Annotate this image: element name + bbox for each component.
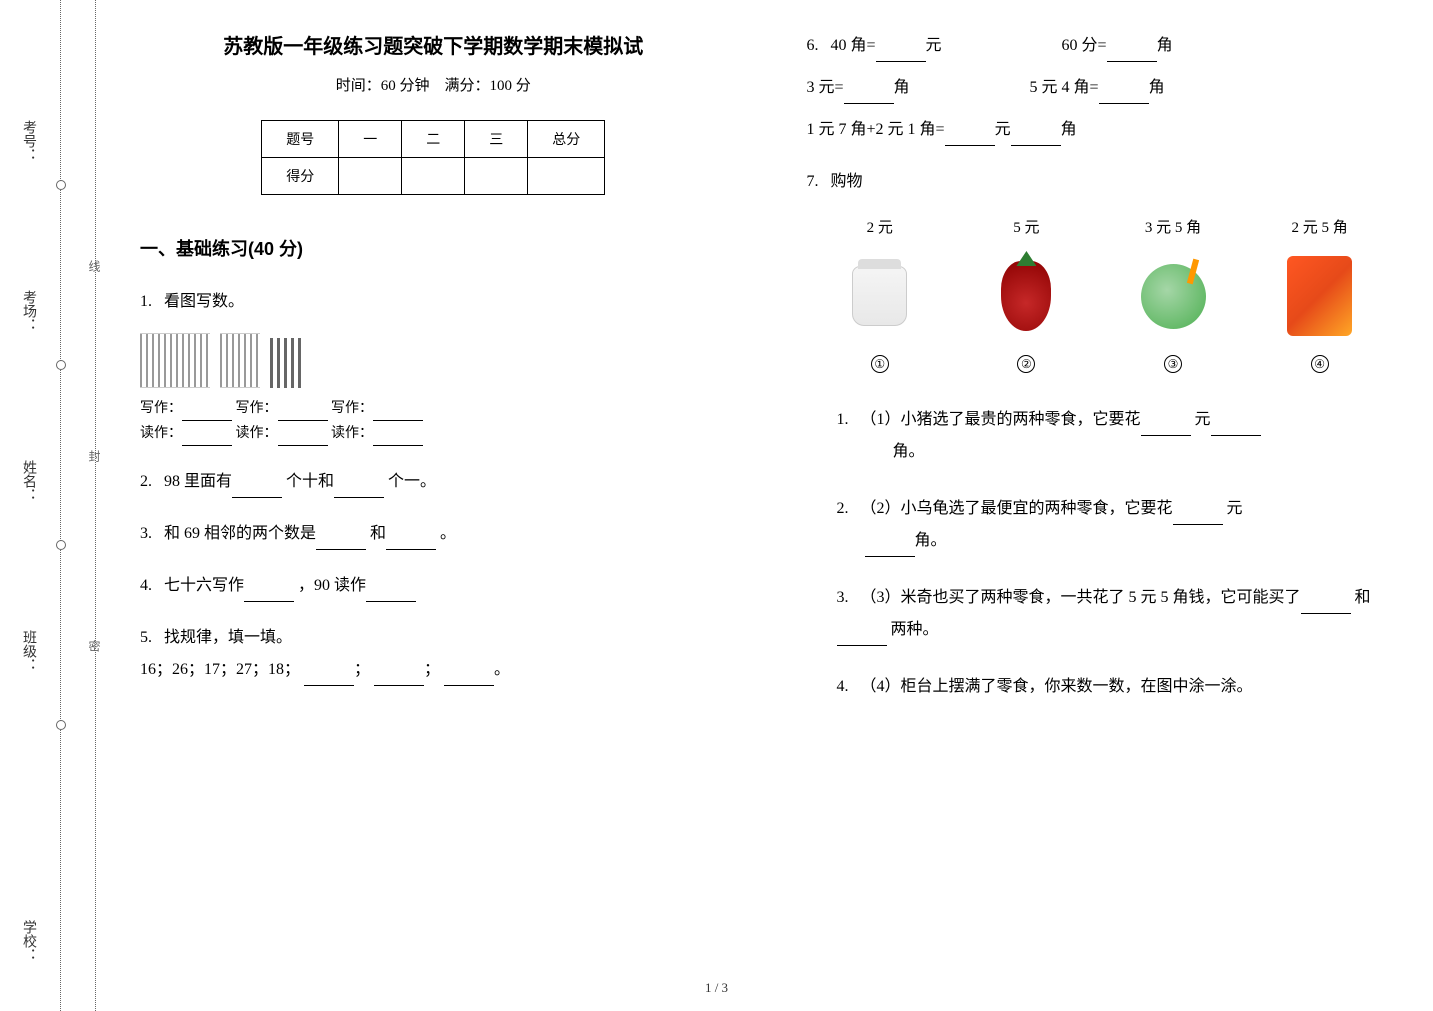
blank <box>865 539 915 557</box>
score-header: 三 <box>465 121 528 158</box>
q1-text: 看图写数。 <box>164 293 244 310</box>
question-6: 6. 40 角=元 60 分=角 3 元=角 5 元 4 角=角 1 元 7 角… <box>807 30 1394 146</box>
q7-title: 购物 <box>831 173 863 190</box>
score-table: 题号 一 二 三 总分 得分 <box>261 120 605 195</box>
q4-label: 4. <box>140 577 152 594</box>
blank <box>373 403 423 421</box>
blank <box>278 403 328 421</box>
blank <box>244 584 294 602</box>
score-cell <box>528 158 605 195</box>
blank <box>945 128 995 146</box>
binding-dotted-line-outer <box>95 0 96 1011</box>
score-row-label: 得分 <box>262 158 339 195</box>
shopping-item-1: 2 元 ① <box>840 213 920 379</box>
score-cell <box>339 158 402 195</box>
blank <box>1141 418 1191 436</box>
binding-circle <box>56 540 66 550</box>
write-row: 写作： 写作： 写作： <box>140 396 727 421</box>
binding-seal-text: 封 <box>86 450 103 470</box>
blank <box>304 668 354 686</box>
q7-label: 7. <box>807 173 819 190</box>
q1-label: 1. <box>140 293 152 310</box>
shopping-item-4: 2 元 5 角 ④ <box>1280 213 1360 379</box>
tally-image <box>140 333 210 388</box>
sub-question-3: 3. （3）米奇也买了两种零食，一共花了 5 元 5 角钱，它可能买了 和 两种… <box>837 582 1394 646</box>
binding-circle <box>56 180 66 190</box>
binding-circle <box>56 360 66 370</box>
blank <box>844 86 894 104</box>
blank <box>182 428 232 446</box>
blank <box>444 668 494 686</box>
circled-number: ③ <box>1164 355 1182 373</box>
left-column: 苏教版一年级练习题突破下学期数学期末模拟试 时间：60 分钟 满分：100 分 … <box>120 0 767 1011</box>
binding-circle <box>56 720 66 730</box>
question-5: 5. 找规律，填一填。 16；26；17；27；18； ； ； 。 <box>140 622 727 686</box>
sub-question-2: 2. （2）小乌龟选了最便宜的两种零食，它要花 元 角。 <box>837 493 1394 557</box>
blank <box>182 403 232 421</box>
sticks-image <box>270 333 301 388</box>
question-3: 3. 和 69 相邻的两个数是 和 。 <box>140 518 727 550</box>
right-column: 6. 40 角=元 60 分=角 3 元=角 5 元 4 角=角 1 元 7 角… <box>767 0 1433 1011</box>
coconut-icon <box>1141 264 1206 329</box>
page-number: 1 / 3 <box>705 980 728 996</box>
blank <box>1011 128 1061 146</box>
binding-label-name: 姓名： <box>20 460 40 502</box>
question-7: 7. 购物 2 元 ① 5 元 ② 3 元 5 角 ③ <box>807 166 1394 703</box>
blank <box>278 428 328 446</box>
binding-label-school: 学校： <box>20 920 40 962</box>
yogurt-icon <box>852 266 907 326</box>
strawberry-icon <box>1001 261 1051 331</box>
question-2: 2. 98 里面有 个十和 个一。 <box>140 466 727 498</box>
read-row: 读作： 读作： 读作： <box>140 421 727 446</box>
binding-label-room: 考场： <box>20 290 40 332</box>
blank <box>1107 44 1157 62</box>
blank <box>232 480 282 498</box>
binding-label-class: 班级： <box>20 630 40 672</box>
question-1: 1. 看图写数。 写作： 写作： 写作： 读作： 读作： 读作： <box>140 286 727 446</box>
circled-number: ② <box>1017 355 1035 373</box>
shopping-item-3: 3 元 5 角 ③ <box>1133 213 1213 379</box>
question-4: 4. 七十六写作 ，90 读作 <box>140 570 727 602</box>
snack-icon <box>1287 256 1352 336</box>
q6-label: 6. <box>807 37 819 54</box>
score-header: 二 <box>402 121 465 158</box>
blank <box>334 480 384 498</box>
blank <box>1099 86 1149 104</box>
binding-seal-text: 线 <box>86 260 103 280</box>
binding-label-examno: 考号： <box>20 120 40 162</box>
score-header: 题号 <box>262 121 339 158</box>
blank <box>1211 418 1261 436</box>
blank <box>374 668 424 686</box>
blank <box>1301 596 1351 614</box>
section-title: 一、基础练习(40 分) <box>140 235 727 261</box>
score-cell <box>465 158 528 195</box>
q2-label: 2. <box>140 473 152 490</box>
sub-question-4: 4. （4）柜台上摆满了零食，你来数一数，在图中涂一涂。 <box>837 671 1394 703</box>
shopping-row: 2 元 ① 5 元 ② 3 元 5 角 ③ 2 元 5 角 ④ <box>807 213 1394 379</box>
score-header: 一 <box>339 121 402 158</box>
blank <box>837 628 887 646</box>
blank <box>316 532 366 550</box>
binding-dotted-line-inner <box>60 0 61 1011</box>
score-cell <box>402 158 465 195</box>
blank <box>373 428 423 446</box>
q3-label: 3. <box>140 525 152 542</box>
binding-seal-text: 密 <box>86 640 103 660</box>
score-header: 总分 <box>528 121 605 158</box>
q5-label: 5. <box>140 629 152 646</box>
tally-image <box>220 333 260 388</box>
exam-title: 苏教版一年级练习题突破下学期数学期末模拟试 <box>140 30 727 59</box>
exam-subtitle: 时间：60 分钟 满分：100 分 <box>140 74 727 95</box>
blank <box>876 44 926 62</box>
sub-question-1: 1. （1）小猪选了最贵的两种零食，它要花 元 角。 <box>837 404 1394 468</box>
blank <box>1173 507 1223 525</box>
circled-number: ① <box>871 355 889 373</box>
shopping-item-2: 5 元 ② <box>986 213 1066 379</box>
binding-edge: 考号： 考场： 姓名： 班级： 学校： 线 封 密 <box>0 0 120 1011</box>
circled-number: ④ <box>1311 355 1329 373</box>
blank <box>386 532 436 550</box>
blank <box>366 584 416 602</box>
